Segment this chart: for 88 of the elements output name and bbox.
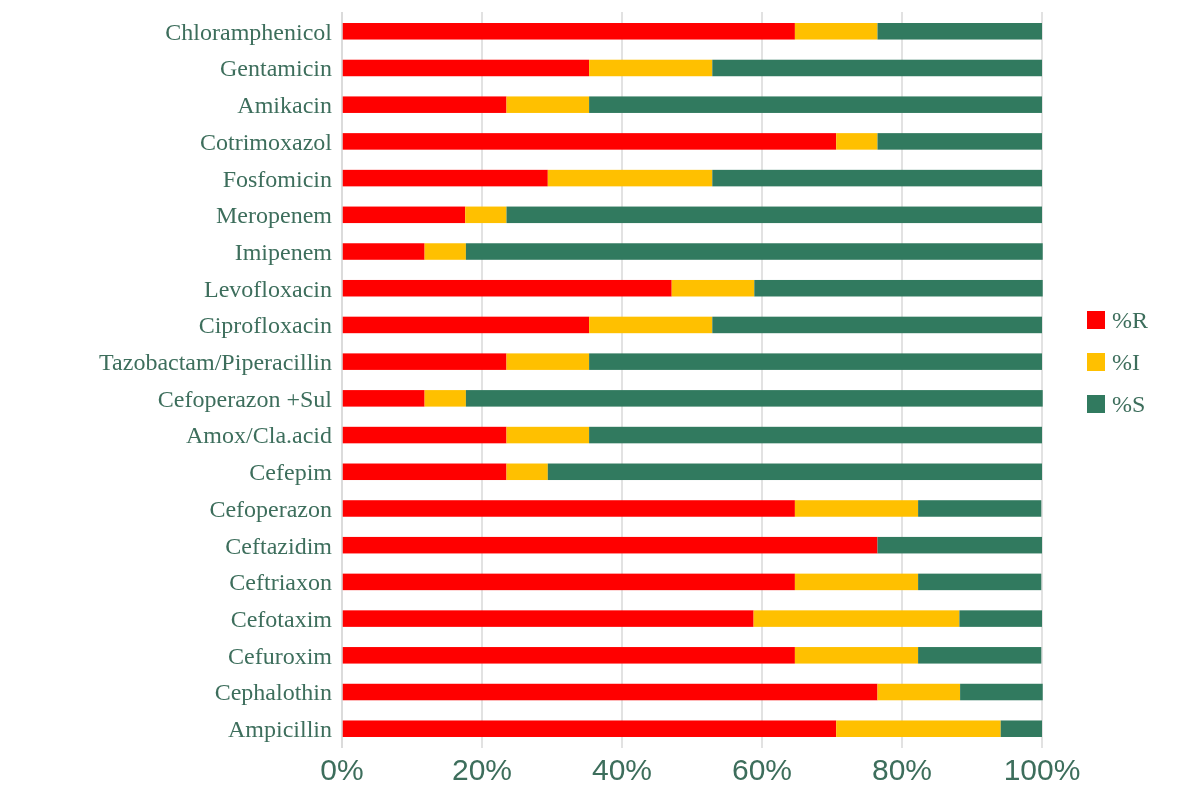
legend-label: %S: [1112, 391, 1146, 418]
bar: [506, 353, 590, 370]
bar: [589, 316, 713, 334]
bar: [547, 463, 1042, 481]
y-tick-label: Fosfomicin: [222, 165, 332, 192]
bar: [342, 720, 837, 737]
bar: [712, 316, 1042, 334]
x-tick-label: 20%: [451, 753, 513, 786]
y-tick-label: Ceftriaxon: [229, 569, 332, 596]
bar: [424, 390, 466, 407]
bar: [342, 169, 548, 187]
x-tick-label: 40%: [591, 753, 653, 786]
y-tick-label: Meropenem: [216, 202, 333, 229]
y-tick-label: Chloramphenicol: [165, 18, 333, 45]
bar: [959, 610, 1042, 627]
x-tick-label: 80%: [871, 753, 933, 786]
bar: [342, 96, 507, 113]
bar: [465, 206, 507, 224]
y-tick-label: Cotrimoxazol: [200, 128, 333, 155]
bar: [877, 683, 961, 701]
bar: [342, 23, 795, 40]
bar: [877, 23, 1042, 40]
bar: [424, 243, 466, 260]
y-tick-label: Amikacin: [237, 92, 332, 119]
bar: [342, 243, 425, 260]
bar: [506, 96, 590, 113]
y-tick-label: Tazobactam/Piperacillin: [99, 349, 332, 376]
bar: [342, 426, 507, 444]
bar: [918, 500, 1042, 517]
bar: [918, 573, 1042, 591]
bar: [506, 426, 590, 444]
y-tick-label: Ampicillin: [228, 716, 332, 743]
bar: [342, 647, 795, 664]
bar: [342, 573, 795, 591]
y-tick-label: Levofloxacin: [204, 275, 332, 302]
x-tick-label: 0%: [320, 753, 364, 786]
bar: [342, 610, 754, 627]
y-tick-label: Cefotaxim: [230, 606, 333, 632]
bar: [671, 279, 755, 297]
bar: [794, 647, 919, 664]
bar: [753, 610, 960, 627]
y-tick-label: Cephalothin: [214, 679, 332, 706]
bar: [342, 206, 466, 224]
legend-label: %I: [1112, 349, 1140, 376]
bar: [1000, 720, 1042, 737]
y-tick-label: Imipenem: [234, 238, 333, 265]
bar: [589, 353, 1042, 370]
bar: [877, 536, 1042, 554]
y-tick-label: Cefepim: [249, 459, 333, 486]
y-tick-label: Ciprofloxacin: [198, 312, 332, 339]
bar: [877, 133, 1042, 150]
bar: [506, 206, 1042, 224]
y-tick-label: Amox/Cla.acid: [186, 422, 332, 449]
bar: [918, 647, 1042, 664]
bar: [547, 169, 713, 187]
bar: [589, 59, 713, 77]
bar: [960, 683, 1043, 701]
bar: [342, 536, 878, 554]
y-tick-label: Cefuroxim: [228, 642, 333, 669]
bar: [342, 390, 425, 407]
bar: [465, 243, 1043, 260]
legend-label: %R: [1112, 307, 1148, 334]
bar: [794, 573, 919, 591]
y-tick-label: Cefoperazon +Sul: [157, 385, 333, 412]
x-tick-label: 60%: [731, 753, 793, 786]
y-tick-label: Ceftazidim: [225, 532, 333, 559]
bar: [465, 390, 1043, 407]
x-tick-label: 100%: [1003, 753, 1081, 786]
bar: [794, 23, 878, 40]
bar: [342, 133, 837, 150]
bar: [712, 169, 1042, 187]
bar: [342, 683, 878, 701]
bar: [794, 500, 919, 517]
y-tick-label: Cefoperazon: [209, 495, 332, 522]
bar: [342, 316, 590, 334]
bar: [836, 720, 1001, 737]
bar: [506, 463, 548, 481]
bar: [589, 96, 1042, 113]
y-tick-label: Gentamicin: [220, 55, 332, 82]
bar: [342, 279, 672, 297]
bar: [342, 353, 507, 370]
bar: [754, 279, 1043, 297]
bar: [342, 500, 795, 517]
bar: [836, 133, 878, 150]
bar: [342, 463, 507, 481]
bar: [342, 59, 590, 77]
bar: [712, 59, 1042, 77]
bar: [589, 426, 1042, 444]
